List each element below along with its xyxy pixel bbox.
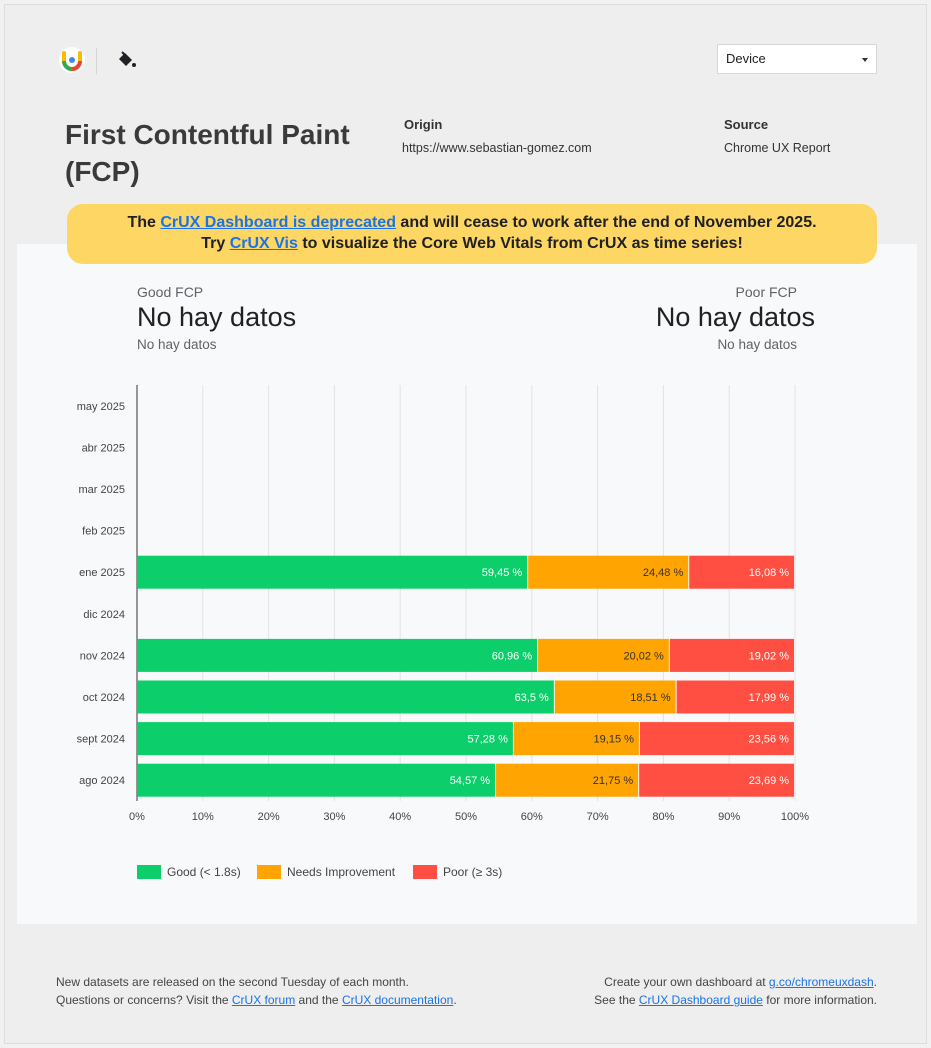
looker-studio-logo-icon[interactable]	[58, 46, 86, 74]
legend-good-swatch	[137, 865, 161, 879]
legend-needs-improvement-label: Needs Improvement	[287, 865, 396, 879]
data-label: 19,02 %	[749, 650, 790, 662]
bar-segment	[137, 680, 554, 714]
x-tick-label: 0%	[129, 811, 145, 823]
data-label: 59,45 %	[482, 567, 523, 579]
device-dropdown-label: Device	[726, 51, 766, 66]
bar-segment	[137, 722, 513, 756]
data-label: 60,96 %	[492, 650, 533, 662]
x-tick-label: 40%	[389, 811, 411, 823]
data-label: 19,15 %	[594, 734, 635, 746]
banner-text: Try	[201, 235, 230, 252]
deprecation-banner: The CrUX Dashboard is deprecated and wil…	[67, 204, 877, 264]
x-tick-label: 80%	[652, 811, 674, 823]
bar-segment	[538, 638, 669, 672]
bar-segment	[137, 638, 538, 672]
footer-text: Create your own dashboard at	[604, 975, 769, 989]
y-category-label: abr 2025	[82, 442, 125, 454]
legend-poor[interactable]: Poor (≥ 3s)	[413, 865, 502, 879]
legend-poor-swatch	[413, 865, 437, 879]
good-fcp-sub: No hay datos	[137, 337, 217, 352]
origin-value: https://www.sebastian-gomez.com	[402, 141, 592, 155]
poor-fcp-value: No hay datos	[655, 302, 815, 332]
y-category-label: sept 2024	[77, 734, 125, 746]
footer-text: for more information.	[762, 993, 877, 1007]
bar-segment	[528, 555, 689, 589]
x-tick-label: 60%	[521, 811, 543, 823]
crux-dashboard-guide-link[interactable]: CrUX Dashboard guide	[638, 993, 763, 1007]
data-label: 23,69 %	[749, 775, 790, 787]
data-label: 23,56 %	[749, 734, 790, 746]
x-tick-label: 90%	[718, 811, 740, 823]
bar-segment	[639, 763, 795, 797]
y-category-label: ene 2025	[79, 567, 125, 579]
banner-text: and will cease to work after the end of …	[395, 214, 817, 231]
poor-fcp-sub: No hay datos	[717, 337, 797, 352]
data-label: 57,28 %	[468, 734, 509, 746]
y-category-label: feb 2025	[82, 526, 125, 538]
bar-segment	[513, 722, 639, 756]
data-label: 16,08 %	[749, 567, 790, 579]
good-fcp-value: No hay datos	[137, 302, 297, 332]
bar-segment	[676, 680, 794, 714]
banner-text: The	[127, 214, 161, 231]
bar-segment	[554, 680, 676, 714]
x-tick-label: 70%	[587, 811, 609, 823]
y-category-label: may 2025	[77, 401, 125, 413]
x-tick-label: 100%	[781, 811, 809, 823]
y-category-label: ago 2024	[79, 775, 125, 787]
data-label: 17,99 %	[749, 692, 790, 704]
data-label: 24,48 %	[643, 567, 684, 579]
footer-text: and the	[295, 993, 342, 1007]
chromeuxdash-link[interactable]: g.co/chromeuxdash	[768, 975, 874, 989]
y-category-label: oct 2024	[83, 692, 125, 704]
source-label: Source	[724, 117, 769, 132]
page-title: First Contentful Paint (FCP)	[65, 119, 350, 187]
y-category-label: mar 2025	[79, 484, 125, 496]
paint-bucket-icon[interactable]	[113, 47, 139, 73]
bar-segment	[496, 763, 639, 797]
crux-forum-link[interactable]: CrUX forum	[231, 993, 296, 1007]
footer-text: .	[453, 993, 457, 1007]
x-tick-label: 50%	[455, 811, 477, 823]
y-category-label: dic 2024	[83, 609, 125, 621]
banner-text: to visualize the Core Web Vitals from Cr…	[297, 235, 743, 252]
device-dropdown[interactable]: Device	[717, 44, 877, 74]
poor-fcp-label: Poor FCP	[735, 284, 797, 300]
footer-text: Questions or concerns? Visit the	[56, 993, 232, 1007]
header-divider	[96, 48, 97, 74]
origin-label: Origin	[404, 117, 443, 132]
caret-down-icon	[862, 58, 868, 62]
x-tick-label: 20%	[258, 811, 280, 823]
crux-vis-link[interactable]: CrUX Vis	[229, 235, 298, 252]
footer-right: Create your own dashboard at g.co/chrome…	[594, 973, 877, 1009]
legend-needs-improvement[interactable]: Needs Improvement	[257, 865, 395, 879]
x-tick-label: 10%	[192, 811, 214, 823]
data-label: 63,5 %	[515, 692, 549, 704]
bar-segment	[137, 763, 496, 797]
bar-segment	[639, 722, 794, 756]
legend-needs-improvement-swatch	[257, 865, 281, 879]
x-tick-label: 30%	[323, 811, 345, 823]
footer-text: .	[873, 975, 877, 989]
footer-release-note: New datasets are released on the second …	[56, 975, 409, 989]
bar-segment	[689, 555, 795, 589]
data-label: 21,75 %	[593, 775, 634, 787]
good-fcp-label: Good FCP	[137, 284, 204, 300]
footer-text: See the	[594, 993, 639, 1007]
legend-good[interactable]: Good (< 1.8s)	[137, 865, 241, 879]
crux-dashboard-deprecated-link[interactable]: CrUX Dashboard is deprecated	[160, 214, 396, 231]
data-label: 54,57 %	[450, 775, 491, 787]
source-value: Chrome UX Report	[724, 141, 831, 155]
crux-documentation-link[interactable]: CrUX documentation	[341, 993, 454, 1007]
footer-left: New datasets are released on the second …	[56, 973, 457, 1009]
y-category-label: nov 2024	[80, 650, 125, 662]
legend-poor-label: Poor (≥ 3s)	[443, 865, 503, 879]
bar-segment	[137, 555, 528, 589]
legend-good-label: Good (< 1.8s)	[167, 865, 241, 879]
data-label: 18,51 %	[630, 692, 671, 704]
data-label: 20,02 %	[623, 650, 664, 662]
bar-segment	[669, 638, 794, 672]
